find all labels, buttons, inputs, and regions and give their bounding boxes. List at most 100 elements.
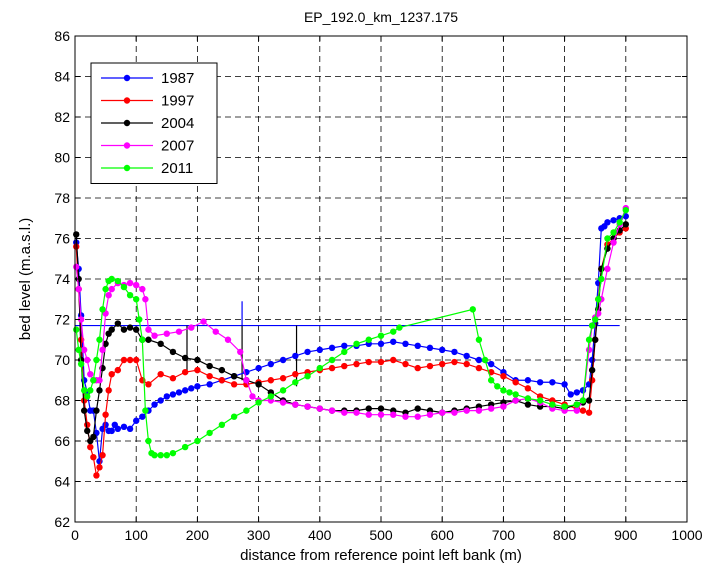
data-point [249,393,256,400]
data-point [73,231,80,238]
y-tick-label: 84 [54,69,70,85]
data-point [120,423,128,431]
data-point [169,449,177,457]
y-axis-title: bed level (m.a.s.l.) [17,218,34,341]
legend-label: 2004 [161,115,194,132]
x-tick-label: 1000 [671,527,702,543]
data-point [126,292,134,299]
data-point [304,348,311,356]
data-point [237,348,244,356]
data-point [475,336,483,343]
legend-label: 1997 [161,93,194,110]
legend-label: 1987 [161,70,194,87]
data-point [194,383,201,390]
data-point [105,292,112,299]
y-tick-label: 80 [54,150,70,166]
data-point [102,340,109,347]
data-point [616,219,623,226]
data-point [365,411,372,418]
data-point [75,346,82,354]
data-point [206,429,213,437]
data-point [579,387,587,394]
data-point [390,411,397,418]
data-point [451,358,458,366]
data-point [579,407,587,414]
data-point [139,285,146,293]
data-point [585,397,593,404]
data-point [169,375,177,382]
data-point [230,381,238,388]
data-point [279,399,287,406]
data-point [80,387,88,394]
data-point [102,285,109,293]
data-point [96,336,103,343]
data-point [610,217,617,224]
y-tick-label: 68 [54,393,70,409]
legend-label: 2011 [161,160,193,177]
data-point [175,389,183,396]
data-point [96,464,103,471]
data-point [90,377,97,384]
data-point [279,356,287,364]
series-layer [73,204,629,479]
data-point [426,411,434,418]
x-tick-label: 200 [186,527,210,543]
data-point [475,364,483,372]
data-point [80,407,88,414]
data-point [87,387,94,394]
data-point [567,391,574,398]
data-point [181,368,189,376]
data-point [500,387,507,394]
data-point [524,395,532,402]
data-point [73,263,80,271]
y-tick-label: 78 [54,190,70,206]
data-point [396,324,403,331]
data-point [84,356,91,364]
data-point [218,421,226,428]
data-point [506,389,513,396]
data-point [230,413,238,420]
data-point [96,377,103,384]
data-point [588,322,596,329]
data-point [126,356,134,364]
data-point [475,407,483,414]
x-tick-label: 0 [71,527,79,543]
data-point [75,285,82,293]
legend-item-1987: 1987 [101,70,194,87]
data-point [414,413,421,420]
data-point [377,411,385,418]
data-point [157,370,164,378]
data-point [255,364,262,372]
data-point [487,405,495,412]
axis-ticks: 0 100 200 300 400 500 600 700 800 900 1000 62 64 66 68… [54,28,702,543]
data-point [341,348,348,356]
data-point [402,360,409,368]
data-point [377,340,385,347]
data-point [96,387,103,394]
data-point [292,370,299,378]
data-point [316,405,323,412]
data-point [151,332,158,339]
data-point [181,387,189,394]
data-point [341,342,348,350]
data-point [328,344,336,352]
data-point [90,433,97,441]
data-point [200,318,207,325]
data-point [181,354,189,362]
data-point [304,373,311,380]
data-point [105,387,112,394]
data-point [494,383,501,390]
data-point [163,330,170,337]
data-point [604,235,611,242]
data-point [136,316,143,323]
data-point [585,409,593,416]
data-point [267,360,275,368]
data-point [133,417,140,424]
data-point [426,344,434,352]
y-tick-label: 72 [54,312,70,328]
data-point [108,370,115,378]
data-point [126,425,134,433]
data-point [114,425,122,433]
data-point [561,403,568,410]
data-point [139,413,146,420]
